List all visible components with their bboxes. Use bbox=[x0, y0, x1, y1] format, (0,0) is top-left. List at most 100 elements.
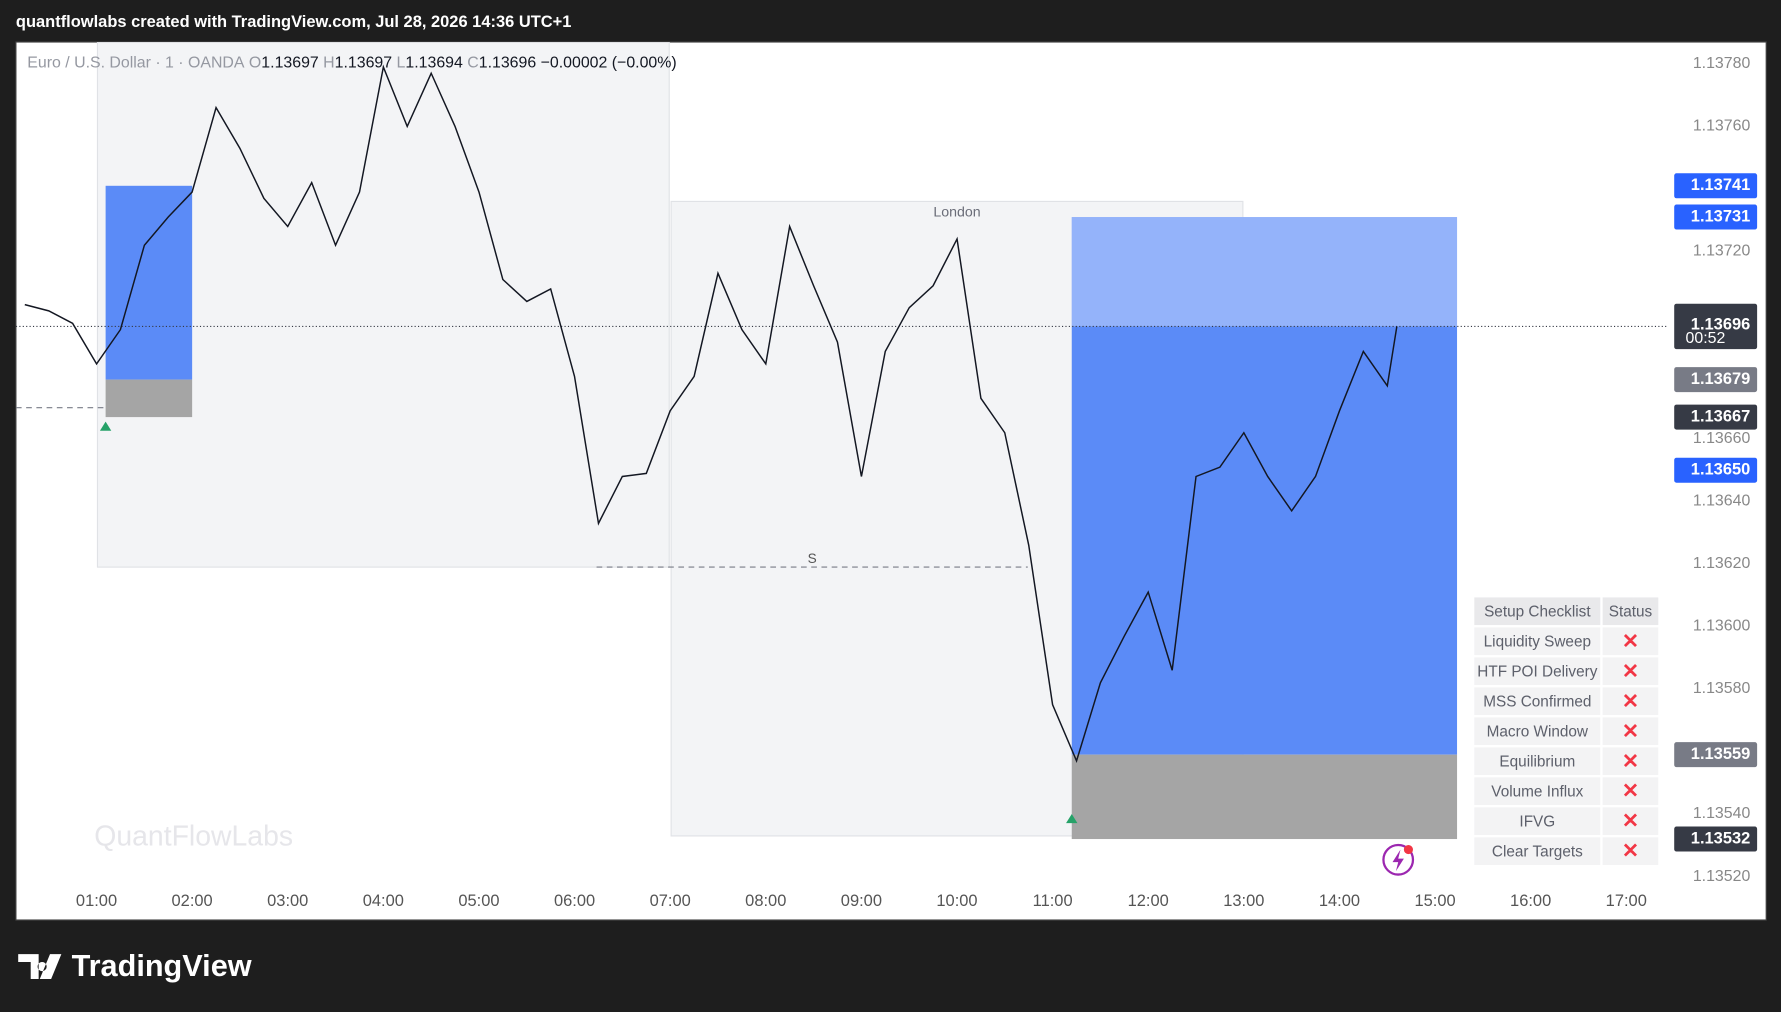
x-tick-label: 16:00 bbox=[1510, 892, 1551, 910]
checklist-item: Macro Window bbox=[1487, 723, 1589, 740]
countdown: 00:52 bbox=[1686, 330, 1726, 347]
table-cell bbox=[1600, 685, 1661, 718]
x-tick-label: 17:00 bbox=[1606, 892, 1647, 910]
overlay: Euro / U.S. Dollar · 1 · OANDA O1.13697 … bbox=[27, 55, 1758, 910]
x-tick-label: 15:00 bbox=[1414, 892, 1455, 910]
ohlc-label: C bbox=[467, 55, 478, 72]
checklist-item: Equilibrium bbox=[1499, 753, 1575, 770]
x-tick-label: 05:00 bbox=[458, 892, 499, 910]
status-icon: ✕ bbox=[1622, 690, 1639, 713]
entry-marker bbox=[1066, 814, 1078, 824]
x-tick-label: 06:00 bbox=[554, 892, 595, 910]
table-cell bbox=[1600, 625, 1661, 658]
brand: TradingView bbox=[72, 949, 252, 983]
x-tick-label: 07:00 bbox=[650, 892, 691, 910]
status-icon: ✕ bbox=[1622, 660, 1639, 683]
price-label: 1.13667 bbox=[1691, 407, 1750, 425]
x-tick-label: 03:00 bbox=[267, 892, 308, 910]
position-open-zone bbox=[1071, 217, 1458, 327]
table-cell bbox=[1472, 625, 1603, 658]
tv-logo bbox=[18, 954, 62, 980]
table-cell bbox=[1472, 595, 1603, 628]
x-tick-label: 08:00 bbox=[745, 892, 786, 910]
y-tick-label: 1.13580 bbox=[1693, 680, 1751, 697]
x-tick-label: 04:00 bbox=[363, 892, 404, 910]
session-box bbox=[96, 42, 670, 568]
change: −0.00002 (−0.00%) bbox=[541, 55, 677, 72]
status-icon: ✕ bbox=[1622, 840, 1639, 863]
status-icon: ✕ bbox=[1622, 630, 1639, 653]
checklist-item: MSS Confirmed bbox=[1483, 693, 1591, 710]
price-label-box bbox=[1674, 742, 1758, 768]
x-tick-label: 09:00 bbox=[841, 892, 882, 910]
price-label-box bbox=[1674, 457, 1758, 483]
x-tick-label: 12:00 bbox=[1128, 892, 1169, 910]
price-label: 1.13696 bbox=[1691, 316, 1750, 334]
checklist-item: HTF POI Delivery bbox=[1477, 663, 1597, 680]
table-cell bbox=[1472, 775, 1603, 808]
y-tick-label: 1.13520 bbox=[1693, 868, 1751, 885]
x-tick-label: 02:00 bbox=[172, 892, 213, 910]
ohlc-value: 1.13697 bbox=[335, 55, 393, 72]
x-tick-label: 14:00 bbox=[1319, 892, 1360, 910]
y-tick-label: 1.13720 bbox=[1693, 243, 1751, 260]
y-tick-label: 1.13760 bbox=[1693, 118, 1751, 135]
checklist-item: IFVG bbox=[1519, 813, 1555, 830]
ohlc-value: 1.13697 bbox=[261, 55, 319, 72]
checklist-item: Volume Influx bbox=[1491, 783, 1583, 800]
entry-marker bbox=[99, 421, 112, 431]
table-cell bbox=[1600, 835, 1661, 868]
checklist-item: Clear Targets bbox=[1492, 843, 1583, 860]
position-target bbox=[105, 185, 193, 380]
price-label: 1.13741 bbox=[1691, 176, 1750, 194]
plot-area: QuantFlowLabsLondonNew YorkS bbox=[15, 42, 1668, 853]
price-label-box bbox=[1674, 204, 1758, 230]
status-icon: ✕ bbox=[1622, 810, 1639, 833]
y-tick-label: 1.13780 bbox=[1693, 55, 1751, 72]
status-icon: ✕ bbox=[1622, 720, 1639, 743]
x-tick-label: 13:00 bbox=[1223, 892, 1264, 910]
y-tick-label: 1.13600 bbox=[1693, 618, 1751, 635]
checklist-item: Liquidity Sweep bbox=[1484, 633, 1591, 650]
price-label: 1.13559 bbox=[1691, 745, 1750, 763]
y-tick-label: 1.13540 bbox=[1693, 805, 1751, 822]
price-label: 1.13731 bbox=[1691, 207, 1750, 225]
session-label: London bbox=[933, 205, 980, 221]
price-label-box bbox=[1674, 404, 1758, 430]
watermark: QuantFlowLabs bbox=[94, 821, 293, 853]
y-tick-label: 1.13660 bbox=[1693, 430, 1751, 447]
status-icon: ✕ bbox=[1622, 750, 1639, 773]
ohlc-label: O bbox=[249, 55, 261, 72]
level-label: S bbox=[808, 551, 817, 566]
price-label: 1.13650 bbox=[1691, 461, 1750, 479]
ohlc-value: 1.13696 bbox=[479, 55, 537, 72]
x-tick-label: 01:00 bbox=[76, 892, 117, 910]
price-label: 1.13532 bbox=[1691, 829, 1750, 847]
lightning-icon[interactable] bbox=[1382, 843, 1415, 876]
price-label-box bbox=[1674, 303, 1758, 350]
price-label-box bbox=[1674, 826, 1758, 852]
x-tick-label: 11:00 bbox=[1033, 892, 1073, 910]
position-target bbox=[1071, 217, 1458, 755]
price-line bbox=[24, 64, 1398, 764]
price-label-box bbox=[1674, 173, 1758, 199]
table-cell bbox=[1600, 715, 1661, 748]
ohlc-label: L bbox=[397, 55, 406, 72]
symbol: Euro / U.S. Dollar · 1 · OANDA bbox=[27, 55, 245, 72]
table-header: Setup Checklist bbox=[1484, 603, 1591, 620]
caption: quantflowlabs created with TradingView.c… bbox=[16, 13, 571, 31]
position-stop bbox=[105, 379, 193, 418]
y-tick-label: 1.13620 bbox=[1693, 555, 1751, 572]
y-tick-label: 1.13640 bbox=[1693, 493, 1751, 510]
price-label-box bbox=[1674, 367, 1758, 393]
position-stop bbox=[1071, 754, 1458, 840]
ohlc-label: H bbox=[323, 55, 334, 72]
ohlc-value: 1.13694 bbox=[405, 55, 463, 72]
table-header: Status bbox=[1609, 603, 1653, 620]
status-icon: ✕ bbox=[1622, 780, 1639, 803]
x-tick-label: 10:00 bbox=[936, 892, 977, 910]
price-label: 1.13679 bbox=[1691, 370, 1750, 388]
legend: Euro / U.S. Dollar · 1 · OANDA O1.13697 … bbox=[27, 55, 676, 72]
